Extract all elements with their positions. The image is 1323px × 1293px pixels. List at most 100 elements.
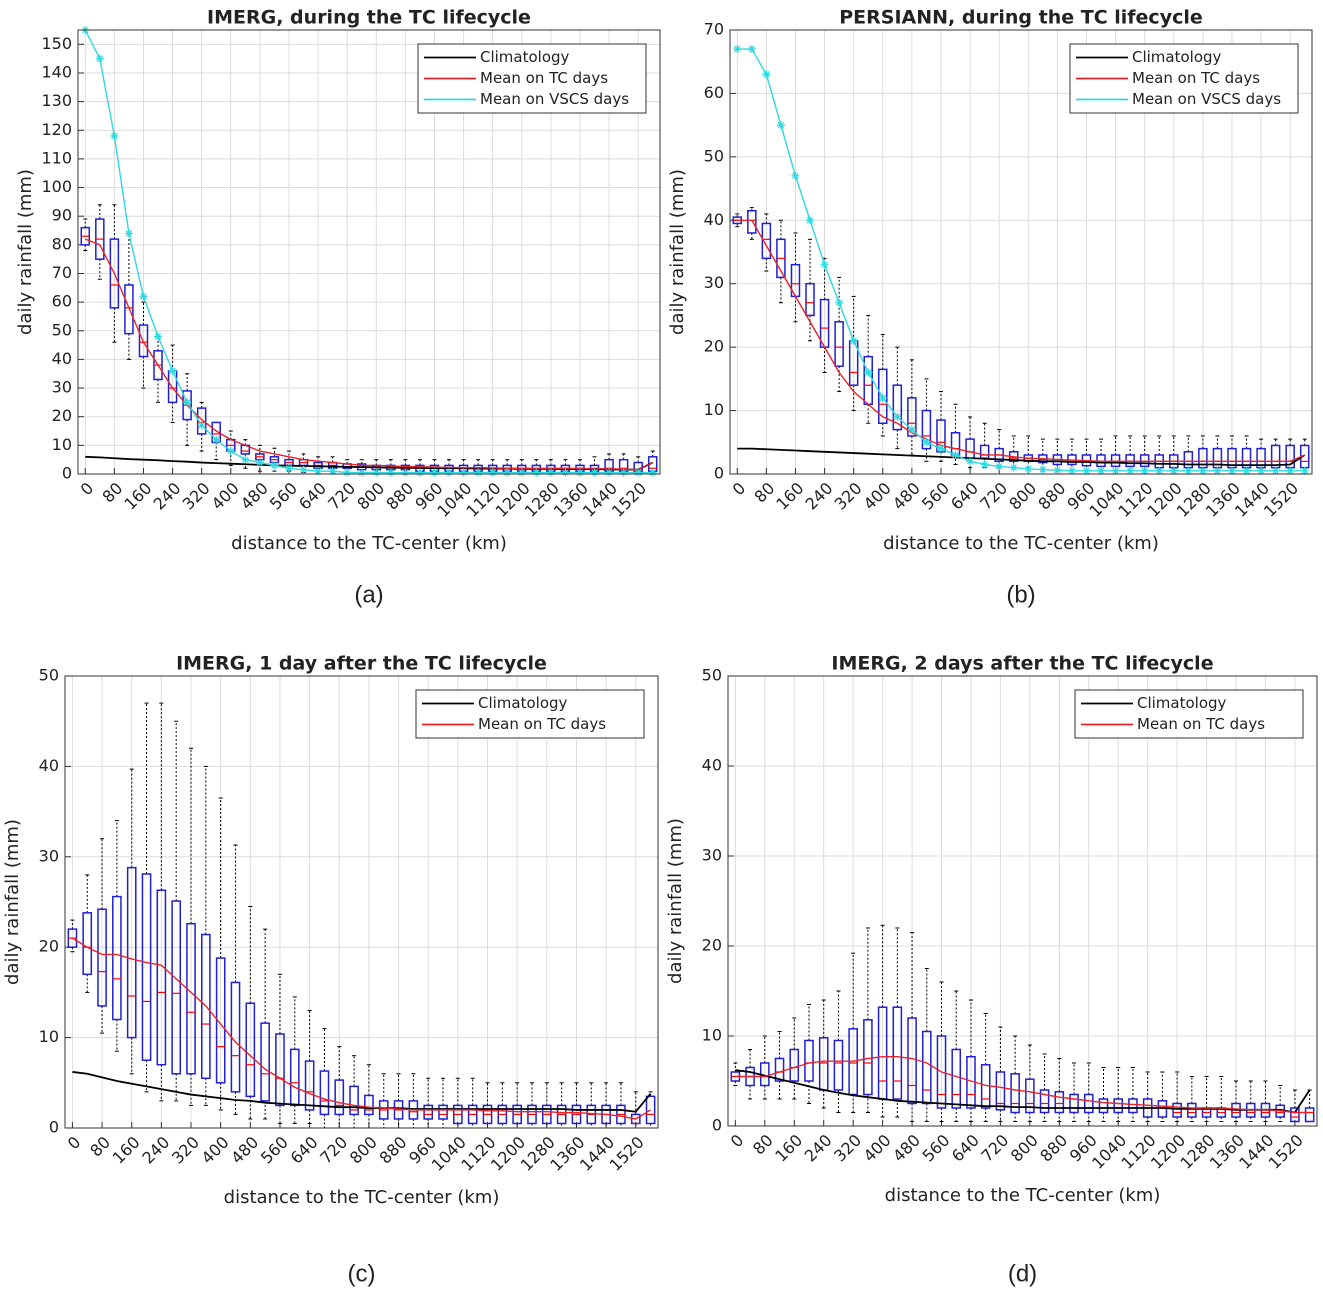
marker (605, 468, 614, 477)
x-tick-label: 800 (353, 479, 388, 514)
y-tick-label: 0 (49, 1118, 59, 1137)
x-tick-label: 400 (860, 1131, 895, 1166)
marker (835, 298, 844, 307)
marker (459, 468, 468, 477)
x-tick-label: 720 (977, 1131, 1012, 1166)
plot-frame (64, 675, 659, 1129)
panel-caption: (a) (354, 581, 383, 608)
marker (1227, 466, 1236, 475)
box (936, 1035, 947, 1109)
x-tick-label: 640 (295, 479, 330, 514)
x-tick-label: 480 (227, 1133, 262, 1168)
panel-caption: (b) (1006, 581, 1035, 608)
marker (401, 468, 410, 477)
series-line (737, 219, 1305, 463)
x-tick-label: 0 (64, 1133, 85, 1154)
x-tick-label: 160 (109, 1133, 144, 1168)
legend-label: Climatology (1132, 48, 1222, 66)
y-tick-label: 0 (62, 464, 72, 483)
legend-label: Mean on VSCS days (480, 90, 629, 108)
y-tick-label: 40 (52, 349, 72, 368)
marker (1024, 464, 1033, 473)
box (304, 1060, 315, 1111)
box (334, 1079, 345, 1116)
box (951, 1048, 962, 1109)
box (789, 1048, 800, 1082)
y-axis-label: daily rainfall (mm) (667, 169, 688, 335)
marker (878, 393, 887, 402)
box (1083, 1093, 1094, 1114)
marker (1126, 466, 1135, 475)
chart-title: IMERG, 2 days after the TC lifecycle (831, 653, 1213, 675)
box (124, 284, 134, 335)
legend-label: Mean on VSCS days (1132, 90, 1281, 108)
marker (922, 438, 931, 447)
box (995, 1071, 1006, 1111)
x-axis-label: distance to the TC-center (km) (224, 1187, 500, 1208)
marker (183, 398, 192, 407)
marker (372, 468, 381, 477)
x-tick-label: 880 (376, 1133, 411, 1168)
box (1128, 1098, 1138, 1114)
panel: 0 10 20 30 40 50 60 70 80 90 100 110 120 130 140 150 0 80… (15, 7, 661, 608)
box (319, 1070, 330, 1116)
x-tick-label: 0 (727, 1131, 748, 1152)
marker (733, 45, 742, 54)
legend-label: Mean on TC days (480, 69, 608, 87)
x-tick-label: 560 (266, 479, 301, 514)
marker (980, 460, 989, 469)
x-tick-label: 720 (324, 479, 359, 514)
box (774, 1057, 785, 1082)
box (892, 1006, 903, 1100)
legend-label: Mean on TC days (1137, 715, 1265, 733)
marker (951, 450, 960, 459)
marker (284, 464, 293, 473)
series-line (72, 1071, 652, 1113)
box (1025, 1078, 1035, 1114)
box (1113, 1098, 1124, 1114)
box (260, 1022, 270, 1102)
marker (1053, 466, 1062, 475)
y-tick-label: 40 (39, 756, 59, 775)
y-tick-label: 50 (702, 666, 722, 685)
y-tick-label: 10 (39, 1027, 59, 1046)
x-tick-label: 480 (889, 479, 924, 514)
box (423, 1104, 434, 1120)
marker (1213, 466, 1222, 475)
box (275, 1033, 285, 1107)
box (289, 1048, 300, 1107)
series-line (737, 447, 1306, 467)
box (364, 1094, 374, 1116)
box (82, 912, 93, 976)
series-line (72, 937, 651, 1120)
marker (386, 468, 395, 477)
marker (154, 332, 163, 341)
x-tick-label: 320 (830, 1131, 865, 1166)
y-tick-label: 30 (704, 273, 724, 292)
marker (1257, 466, 1266, 475)
y-tick-label: 30 (39, 846, 59, 865)
marker (474, 468, 483, 477)
plot-area (728, 676, 1317, 1126)
marker (1155, 466, 1164, 475)
x-tick-label: 400 (198, 1133, 233, 1168)
marker (1009, 463, 1018, 472)
box (892, 384, 903, 431)
box (438, 1104, 448, 1120)
box (186, 922, 196, 1075)
y-tick-label: 70 (52, 263, 72, 282)
box (761, 222, 772, 260)
x-tick-label: 880 (1034, 479, 1069, 514)
y-tick-label: 20 (704, 337, 724, 356)
marker (197, 421, 206, 430)
marker (776, 121, 785, 130)
y-tick-label: 10 (702, 1026, 722, 1045)
box (97, 908, 107, 1007)
marker (255, 458, 264, 467)
plot-frame (727, 675, 1318, 1127)
box (171, 900, 182, 1075)
x-axis-label: distance to the TC-center (km) (231, 533, 507, 554)
box (1187, 1102, 1197, 1118)
